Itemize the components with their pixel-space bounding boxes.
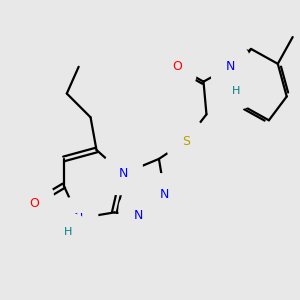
Text: N: N xyxy=(226,60,235,73)
Text: N: N xyxy=(118,167,128,180)
Text: N: N xyxy=(134,209,143,222)
Text: N: N xyxy=(160,188,170,201)
Text: H: H xyxy=(232,85,240,96)
Text: H: H xyxy=(64,227,73,237)
Text: S: S xyxy=(182,135,190,148)
Text: N: N xyxy=(74,212,83,225)
Text: O: O xyxy=(172,60,182,73)
Text: O: O xyxy=(29,197,39,210)
